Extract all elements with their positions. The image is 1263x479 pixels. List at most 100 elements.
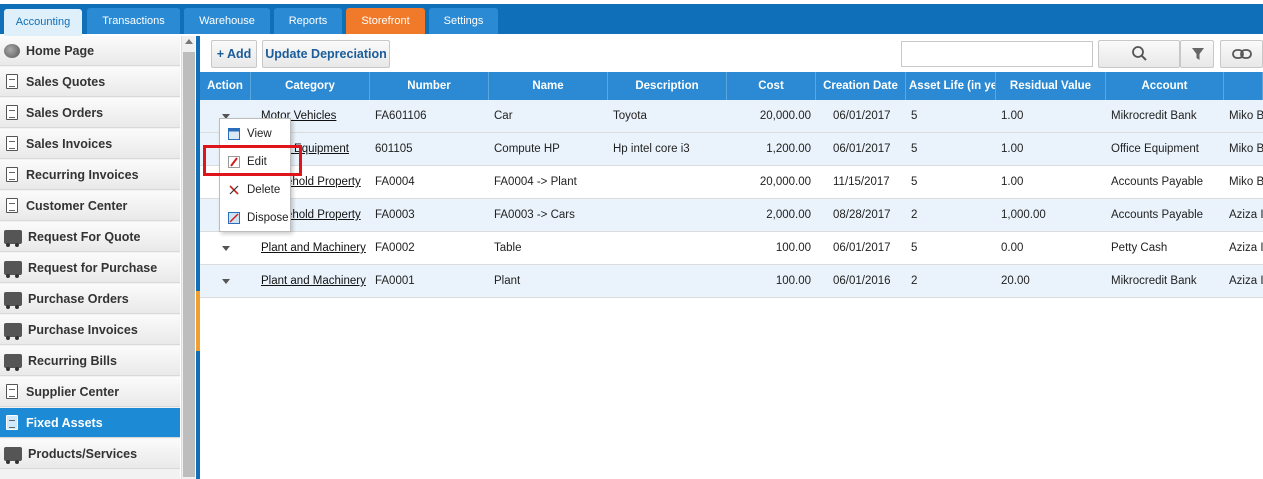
table-row[interactable]: Leasehold Property FA0003 FA0003 -> Cars… [200,199,1263,232]
scrollbar-thumb[interactable] [183,52,195,477]
category-link[interactable]: Plant and Machinery [261,275,366,287]
column-header-name[interactable]: Name [489,72,608,100]
column-header-account[interactable]: Account [1106,72,1224,100]
column-header-asset-life[interactable]: Asset Life (in years) [906,72,996,100]
asset-account: Petty Cash [1111,242,1168,254]
table-row[interactable]: Motor Vehicles FA601106 Car Toyota 20,00… [200,100,1263,133]
asset-number: FA0002 [375,242,415,254]
table-row[interactable]: Office Equipment 601105 Compute HP Hp in… [200,133,1263,166]
search-button[interactable] [1098,40,1180,68]
table-row[interactable]: Plant and Machinery FA0002 Table 100.00 … [200,232,1263,265]
asset-life: 5 [911,143,918,155]
sidebar-item-customer-center[interactable]: Customer Center [0,191,180,221]
asset-creation-date: 06/01/2016 [833,275,891,287]
sidebar-splitter[interactable] [196,36,200,479]
sidebar-item-products-services[interactable]: Products/Services [0,439,180,469]
sidebar-item-label: Recurring Invoices [26,167,139,182]
sidebar-item-sales-orders[interactable]: Sales Orders [0,98,180,128]
asset-description [613,166,723,199]
column-header-category[interactable]: Category [251,72,370,100]
asset-cost: 2,000.00 [766,209,811,221]
sidebar-item-home-page[interactable]: Home Page [0,36,180,66]
link-button[interactable] [1220,40,1263,68]
menu-item-edit[interactable]: Edit [220,148,290,176]
row-action-chevron-down-icon[interactable] [222,279,230,284]
tab-accounting[interactable]: Accounting [4,9,82,38]
column-header-description[interactable]: Description [608,72,727,100]
sidebar-item-sales-invoices[interactable]: Sales Invoices [0,129,180,159]
asset-description [613,199,723,232]
table-row[interactable]: Leasehold Property FA0004 FA0004 -> Plan… [200,166,1263,199]
home-icon [4,43,20,58]
scroll-up-arrow-icon[interactable] [185,39,193,44]
asset-residual-value: 1.00 [1001,143,1024,155]
row-action-chevron-down-icon[interactable] [222,246,230,251]
toolbar: + Add Update Depreciation [200,36,1263,72]
asset-name: Plant [494,275,521,287]
category-link[interactable]: Plant and Machinery [261,242,366,254]
asset-name: Table [494,242,522,254]
menu-item-view[interactable]: View [220,120,290,148]
column-header-residual-value[interactable]: Residual Value [996,72,1106,100]
asset-description [613,232,723,265]
filter-button[interactable] [1180,40,1214,68]
sidebar-item-purchase-orders[interactable]: Purchase Orders [0,284,180,314]
asset-creation-date: 06/01/2017 [833,242,891,254]
edit-icon [228,156,240,168]
tab-storefront[interactable]: Storefront [346,8,425,34]
truck-icon [4,229,22,247]
sidebar-item-request-for-purchase[interactable]: Request for Purchase [0,253,180,283]
menu-item-dispose[interactable]: Dispose [220,204,290,232]
sidebar-item-label: Home Page [26,43,95,58]
asset-description: Toyota [613,110,647,122]
asset-account: Office Equipment [1111,143,1200,155]
asset-name: FA0004 -> Plant [494,176,577,188]
tab-reports[interactable]: Reports [274,8,342,34]
sidebar-item-fixed-assets[interactable]: Fixed Assets [0,408,180,438]
search-icon [1132,46,1147,61]
asset-account: Accounts Payable [1111,209,1204,221]
sidebar-scrollbar[interactable] [181,36,195,479]
tab-settings[interactable]: Settings [429,8,498,34]
filter-icon [1192,48,1204,60]
dispose-icon [228,212,240,224]
asset-account: Mikrocredit Bank [1111,110,1197,122]
document-icon [6,105,18,120]
sidebar-item-label: Sales Quotes [26,74,106,89]
document-icon [6,198,18,213]
add-button[interactable]: + Add [211,40,257,68]
column-header-number[interactable]: Number [370,72,489,100]
search-input[interactable] [901,41,1093,67]
sidebar-item-label: Sales Invoices [26,136,113,151]
row-action-chevron-down-icon[interactable] [222,114,230,119]
collapse-handle[interactable] [196,291,200,351]
column-header-extra[interactable] [1224,72,1263,100]
asset-extra: Miko Ba [1229,110,1263,122]
document-icon [6,74,18,89]
tab-transactions[interactable]: Transactions [87,8,180,34]
column-header-creation-date[interactable]: Creation Date [816,72,906,100]
update-depreciation-button[interactable]: Update Depreciation [262,40,390,68]
column-header-action[interactable]: Action [200,72,251,100]
sidebar-item-recurring-invoices[interactable]: Recurring Invoices [0,160,180,190]
sidebar-item-purchase-invoices[interactable]: Purchase Invoices [0,315,180,345]
table-row[interactable]: Plant and Machinery FA0001 Plant 100.00 … [200,265,1263,298]
sidebar-item-label: Purchase Orders [28,291,129,306]
sidebar-item-supplier-center[interactable]: Supplier Center [0,377,180,407]
sidebar-item-sales-quotes[interactable]: Sales Quotes [0,67,180,97]
asset-number: FA0001 [375,275,415,287]
sidebar-item-label: Products/Services [28,446,138,461]
truck-icon [4,446,22,464]
delete-icon [229,185,239,195]
asset-number: FA0004 [375,176,415,188]
menu-item-delete[interactable]: Delete [220,176,290,204]
asset-life: 5 [911,176,918,188]
asset-life: 5 [911,242,918,254]
truck-icon [4,322,22,340]
tab-warehouse[interactable]: Warehouse [184,8,270,34]
link-icon [1232,49,1252,59]
document-icon [6,167,18,182]
sidebar-item-request-for-quote[interactable]: Request For Quote [0,222,180,252]
sidebar-item-recurring-bills[interactable]: Recurring Bills [0,346,180,376]
column-header-cost[interactable]: Cost [727,72,816,100]
